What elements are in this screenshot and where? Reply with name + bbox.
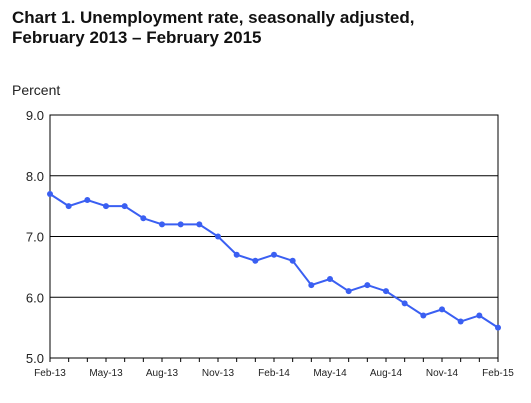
data-point <box>65 203 72 210</box>
data-point <box>420 312 427 319</box>
data-point <box>401 300 408 307</box>
chart-title-line1: Chart 1. Unemployment rate, seasonally a… <box>12 8 415 27</box>
y-tick-label: 5.0 <box>26 351 44 366</box>
data-point <box>47 190 53 197</box>
x-tick-label: Aug-14 <box>370 368 403 379</box>
x-tick-label: Feb-15 <box>482 368 514 379</box>
data-point <box>215 233 221 240</box>
data-point <box>252 257 259 264</box>
y-tick-label: 9.0 <box>26 108 44 123</box>
data-point <box>196 221 203 228</box>
data-point <box>140 215 147 222</box>
chart-title-line2: February 2013 – February 2015 <box>12 28 262 47</box>
data-point <box>364 282 371 289</box>
data-point <box>271 251 277 258</box>
chart-title: Chart 1. Unemployment rate, seasonally a… <box>12 8 414 48</box>
data-point <box>439 306 445 313</box>
y-tick-label: 8.0 <box>26 169 44 184</box>
x-tick-label: Feb-13 <box>34 368 66 379</box>
x-tick-label: Nov-13 <box>202 368 235 379</box>
x-tick-label: May-13 <box>89 368 123 379</box>
data-point <box>327 276 333 283</box>
data-point <box>495 324 501 331</box>
y-tick-label: 6.0 <box>26 290 44 305</box>
x-tick-label: May-14 <box>313 368 347 379</box>
data-point <box>345 288 352 295</box>
data-point <box>84 197 91 204</box>
data-point <box>233 251 240 258</box>
data-point <box>383 288 389 295</box>
x-tick-label: Nov-14 <box>426 368 459 379</box>
y-axis-label: Percent <box>12 82 61 98</box>
data-point <box>177 221 184 228</box>
data-point <box>289 257 296 264</box>
series-line <box>49 193 499 329</box>
data-point <box>103 203 109 210</box>
x-tick-label: Feb-14 <box>258 368 290 379</box>
x-tick-label: Aug-13 <box>146 368 179 379</box>
data-point <box>159 221 165 228</box>
data-point <box>121 203 128 210</box>
data-point <box>476 312 483 319</box>
data-point <box>457 318 464 325</box>
data-point <box>308 282 315 289</box>
y-tick-label: 7.0 <box>26 230 44 245</box>
